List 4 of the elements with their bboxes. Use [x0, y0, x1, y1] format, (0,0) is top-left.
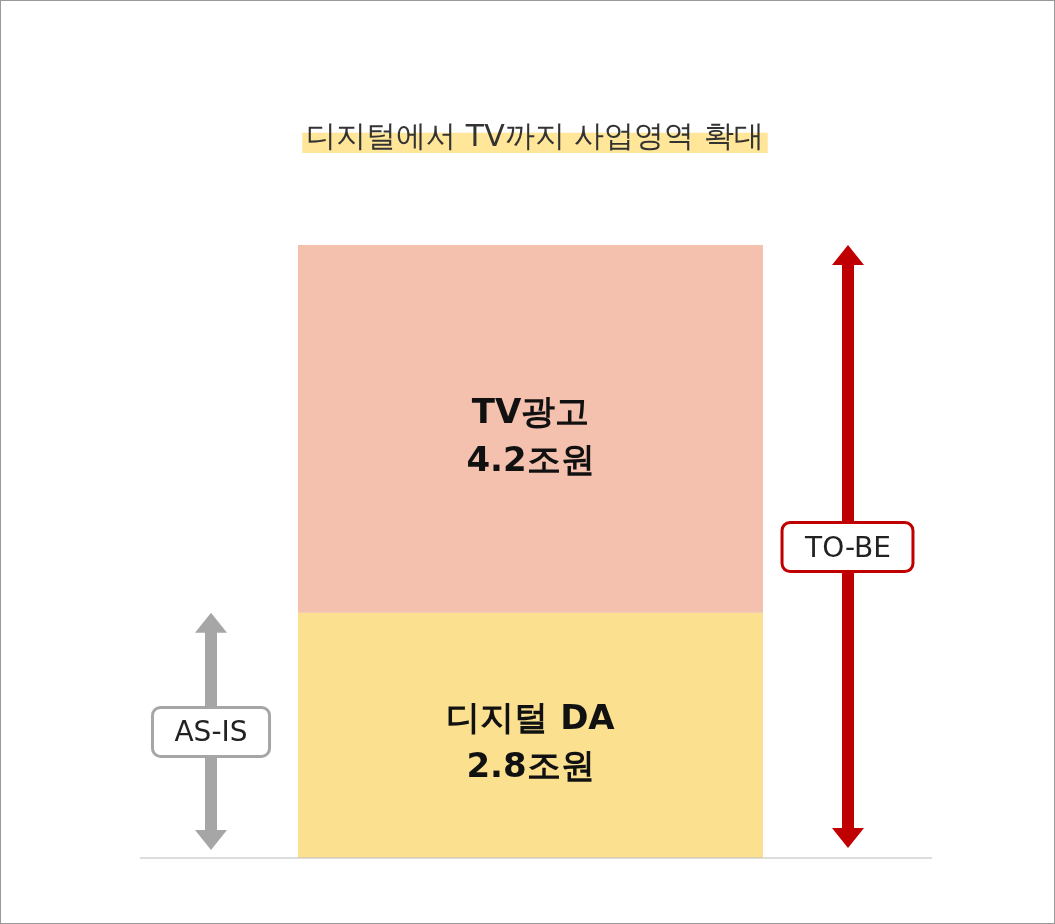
label: 디지털 DA 2.8조원 — [446, 697, 615, 786]
annotation: TO-BE — [780, 521, 915, 573]
annotation: AS-IS — [150, 705, 272, 758]
label: TV광고 4.2조원 — [466, 390, 595, 479]
